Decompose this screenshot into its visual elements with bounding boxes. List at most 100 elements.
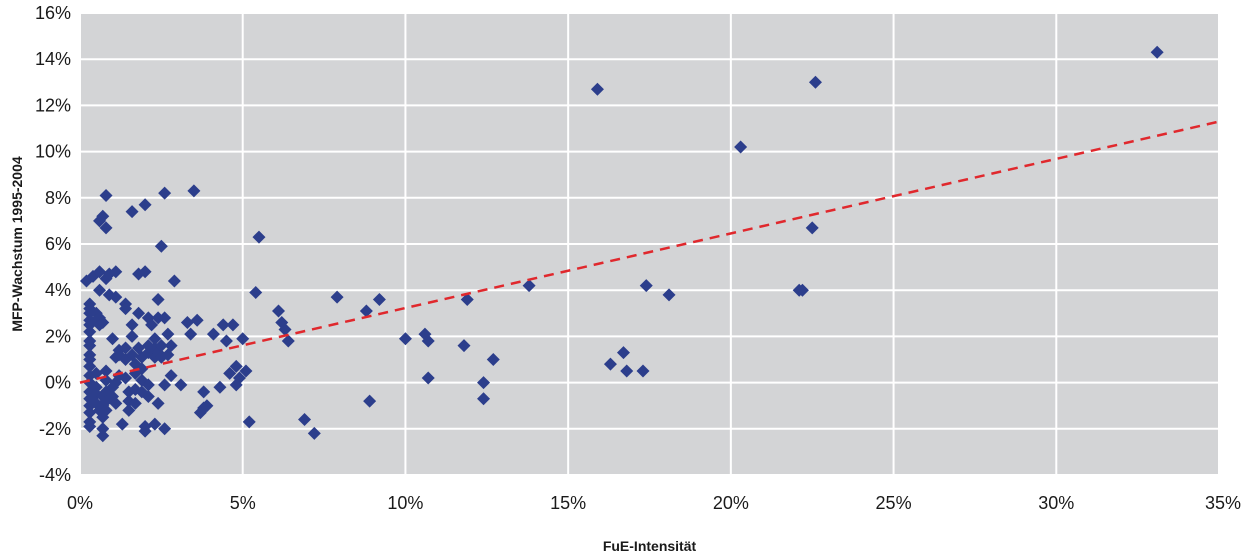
data-point xyxy=(109,290,123,304)
data-point xyxy=(125,205,139,219)
data-point xyxy=(359,304,373,318)
data-point xyxy=(197,385,211,399)
data-point xyxy=(252,230,266,244)
data-point xyxy=(158,378,172,392)
data-point xyxy=(242,415,256,429)
data-point xyxy=(330,290,344,304)
trendline xyxy=(79,120,1220,384)
data-point xyxy=(239,364,253,378)
data-point xyxy=(457,339,471,353)
data-point xyxy=(184,327,198,341)
data-point xyxy=(161,327,175,341)
data-point xyxy=(190,313,204,327)
data-point xyxy=(125,318,139,332)
data-point xyxy=(158,422,172,436)
data-point xyxy=(89,366,103,380)
data-point xyxy=(662,288,676,302)
data-point xyxy=(167,274,181,288)
x-axis-tick-labels: 0% 5% 10% 15% 20% 25% 30% 35% xyxy=(67,493,1241,513)
y-tick-label: 0% xyxy=(45,373,71,393)
data-point xyxy=(477,392,491,406)
y-axis-title: MFP-Wachstum 1995-2004 xyxy=(9,156,25,332)
x-tick-label: 15% xyxy=(550,493,586,513)
y-tick-label: 6% xyxy=(45,234,71,254)
data-point xyxy=(226,318,240,332)
data-point xyxy=(636,364,650,378)
data-point xyxy=(119,302,133,316)
data-point xyxy=(119,341,133,355)
y-tick-label: 10% xyxy=(35,142,71,162)
data-point xyxy=(99,188,113,202)
data-point xyxy=(99,221,113,235)
data-point xyxy=(141,389,155,403)
data-point xyxy=(93,265,107,279)
data-point xyxy=(138,424,152,438)
data-point xyxy=(620,364,634,378)
data-point xyxy=(795,283,809,297)
data-point xyxy=(151,292,165,306)
y-tick-label: -2% xyxy=(39,419,71,439)
y-tick-label: 14% xyxy=(35,49,71,69)
data-point xyxy=(213,380,227,394)
data-point xyxy=(477,376,491,390)
data-point xyxy=(99,403,113,417)
data-point xyxy=(229,359,243,373)
data-point xyxy=(132,306,146,320)
data-point xyxy=(219,334,233,348)
data-point xyxy=(96,422,110,436)
y-tick-label: 4% xyxy=(45,280,71,300)
data-point xyxy=(99,364,113,378)
data-point xyxy=(363,394,377,408)
data-point xyxy=(1150,45,1164,59)
data-point xyxy=(164,339,178,353)
data-point xyxy=(83,419,97,433)
data-point xyxy=(141,378,155,392)
data-point xyxy=(272,304,286,318)
data-point xyxy=(125,329,139,343)
data-point xyxy=(83,306,97,320)
data-point xyxy=(174,378,188,392)
x-tick-label: 20% xyxy=(713,493,749,513)
data-point xyxy=(96,316,110,330)
gridlines xyxy=(79,12,1220,476)
data-point xyxy=(128,396,142,410)
data-point xyxy=(805,221,819,235)
data-point xyxy=(281,334,295,348)
data-point xyxy=(93,283,107,297)
x-tick-label: 0% xyxy=(67,493,93,513)
data-point xyxy=(109,396,123,410)
data-point xyxy=(180,316,194,330)
data-point xyxy=(421,334,435,348)
data-point xyxy=(109,265,123,279)
data-point xyxy=(249,286,263,300)
data-point xyxy=(83,359,97,373)
data-point xyxy=(522,279,536,293)
trendline-group xyxy=(79,120,1220,384)
x-tick-label: 10% xyxy=(387,493,423,513)
data-point xyxy=(151,311,165,325)
data-point xyxy=(278,322,292,336)
data-point xyxy=(616,346,630,360)
data-point xyxy=(372,292,386,306)
y-tick-label: 12% xyxy=(35,95,71,115)
data-point xyxy=(298,413,312,427)
data-point xyxy=(148,417,162,431)
data-point xyxy=(154,239,168,253)
x-tick-label: 25% xyxy=(876,493,912,513)
x-tick-label: 35% xyxy=(1205,493,1241,513)
data-point xyxy=(96,209,110,223)
data-point xyxy=(158,186,172,200)
data-points xyxy=(80,45,1164,443)
data-point xyxy=(106,332,120,346)
data-point xyxy=(148,332,162,346)
x-axis-title: FuE-Intensität xyxy=(603,538,697,554)
data-point xyxy=(151,396,165,410)
x-tick-label: 30% xyxy=(1038,493,1074,513)
data-point xyxy=(154,339,168,353)
data-point xyxy=(164,369,178,383)
data-point xyxy=(232,371,246,385)
y-axis-tick-labels: -4% -2% 0% 2% 4% 6% 8% 10% 12% 14% 16% xyxy=(35,3,71,485)
data-point xyxy=(486,353,500,366)
